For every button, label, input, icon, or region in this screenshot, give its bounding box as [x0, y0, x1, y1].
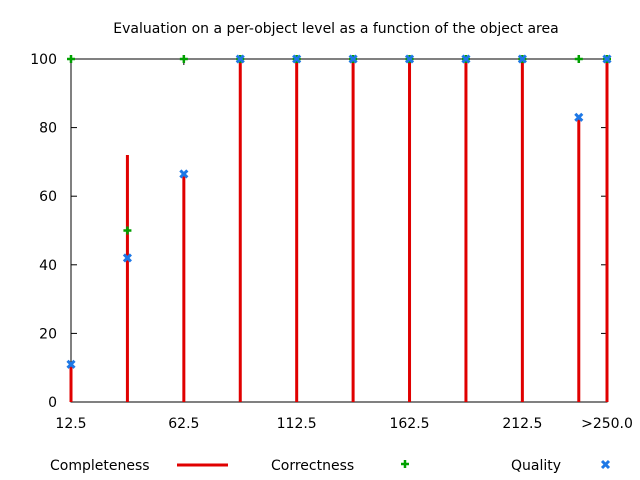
legend-label-correctness: Correctness	[271, 458, 354, 474]
y-tick-label-40: 40	[39, 258, 57, 274]
legend-label-quality: Quality	[511, 458, 561, 474]
x-tick-label-0: 12.5	[55, 416, 86, 432]
y-tick-label-20: 20	[39, 326, 57, 342]
y-tick-label-100: 100	[30, 52, 57, 68]
quality-point-8	[517, 54, 527, 64]
quality-point-6	[404, 54, 415, 64]
correctness-point-0	[67, 55, 75, 63]
legend-marker-correctness	[401, 460, 409, 468]
quality-point-2	[179, 169, 189, 179]
y-tick-label-60: 60	[39, 189, 57, 205]
x-tick-label-1: 62.5	[168, 416, 199, 432]
quality-point-9	[574, 112, 584, 122]
correctness-point-2	[179, 55, 188, 63]
y-tick-label-80: 80	[39, 121, 57, 137]
legend: Completeness Correctness Quality	[50, 458, 611, 474]
quality-point-7	[461, 54, 471, 64]
plot-frame	[70, 58, 608, 403]
x-tick-label-4: 212.5	[502, 416, 542, 432]
legend-marker-quality	[600, 459, 611, 470]
quality-point-4	[292, 54, 302, 64]
completeness-series	[69, 59, 609, 402]
quality-point-5	[348, 54, 358, 64]
x-tick-label-2: 112.5	[277, 416, 317, 432]
correctness-point-9	[574, 55, 583, 63]
correctness-series	[67, 55, 611, 235]
chart-title: Evaluation on a per-object level as a fu…	[113, 21, 558, 37]
quality-point-0	[66, 359, 76, 369]
quality-point-10	[602, 54, 612, 64]
correctness-point-1	[123, 226, 132, 235]
x-tick-label-3: 162.5	[389, 416, 429, 432]
quality-point-1	[122, 253, 132, 263]
y-axis: 0 20 40 60 80 100	[30, 52, 607, 411]
x-axis: 12.5 62.5 112.5 162.5 212.5 >250.0	[55, 59, 633, 432]
y-tick-label-0: 0	[48, 395, 57, 411]
quality-point-3	[235, 54, 245, 64]
quality-series	[66, 54, 612, 369]
legend-label-completeness: Completeness	[50, 458, 150, 474]
x-tick-label-5: >250.0	[581, 416, 633, 432]
